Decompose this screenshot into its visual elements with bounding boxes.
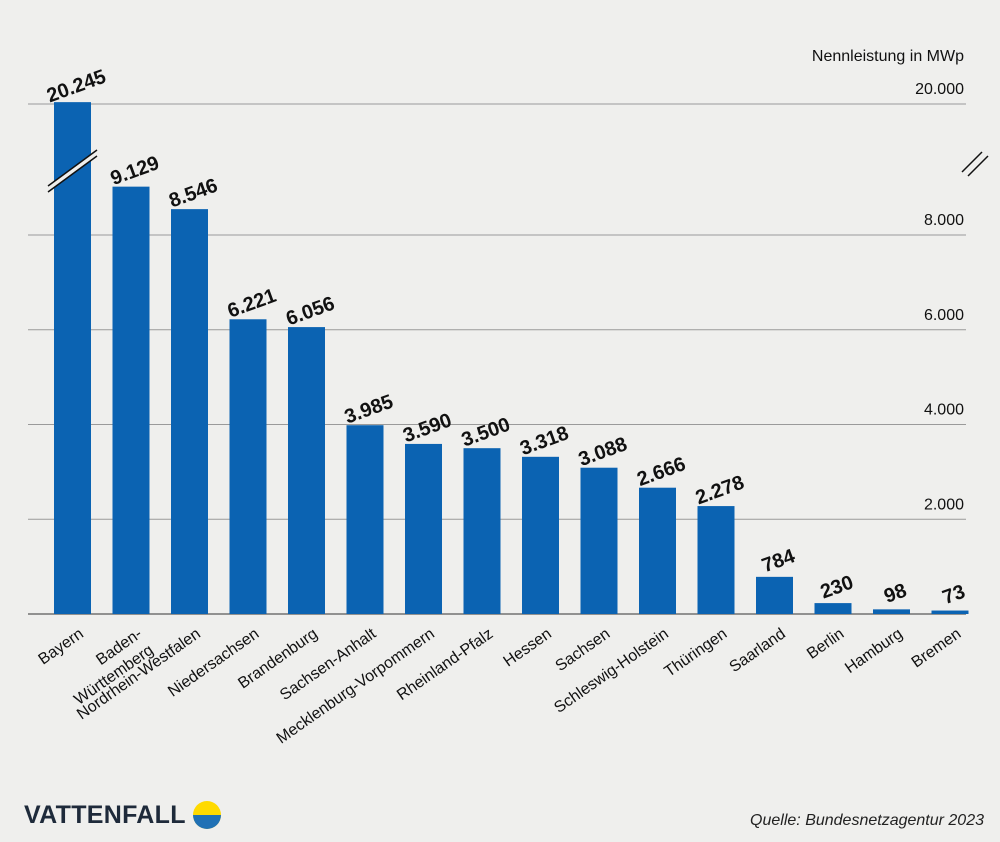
data-label: 9.129 [108,152,163,190]
data-label: 6.221 [225,285,280,323]
bar [229,319,267,614]
y-tick-label: 20.000 [915,81,964,98]
bar [463,448,501,614]
x-tick-label: Hessen [501,625,555,670]
y-tick-label: 8.000 [924,212,964,229]
data-label: 3.985 [342,391,397,429]
bar [112,186,150,615]
vattenfall-logo-icon [192,801,221,829]
bar [873,609,910,614]
x-tick-label: Hamburg [842,625,906,677]
data-label: 73 [940,581,968,609]
bar [580,467,618,614]
data-label: 98 [881,580,909,608]
bar [288,327,325,614]
y-axis-label: Nennleistung in MWp [811,48,964,65]
data-label: 784 [759,545,799,577]
data-label: 3.500 [459,414,514,452]
axis-break-mark [47,155,98,193]
x-tick-label: Bremen [909,625,965,671]
bar [171,209,208,615]
data-label: 20.245 [44,66,109,108]
bar [814,603,852,614]
data-label: 2.278 [693,472,748,510]
y-tick-label: 6.000 [924,307,964,324]
bar [756,576,793,614]
y-tick-label: 2.000 [924,496,964,513]
data-label: 8.546 [166,175,221,213]
bar [522,456,559,614]
brand: VATTENFALL [24,800,222,830]
x-tick-label: Sachsen-Anhalt [277,625,380,704]
bar [346,425,384,614]
brand-name: VATTENFALL [24,800,186,829]
x-tick-label: Bayern [36,625,87,668]
bar [405,443,442,614]
data-label: 3.088 [576,433,631,471]
axis-break-gap [48,150,97,192]
axis-break-mark [961,151,983,173]
data-label: 2.666 [634,453,689,491]
x-tick-label: Saarland [727,625,789,676]
bar [639,487,676,614]
x-tick-label: Rheinland-Pfalz [394,625,496,704]
data-label: 3.318 [517,422,572,460]
axis-break-mark [967,155,989,177]
source-note: Quelle: Bundesnetzagentur 2023 [750,812,984,829]
data-label: 3.590 [400,409,455,447]
x-tick-label: Berlin [804,625,847,662]
data-label: 6.056 [283,293,338,331]
bar [931,610,969,614]
bar [697,506,735,614]
bar [54,102,91,614]
x-tick-label: Thüringen [662,625,731,680]
axis-break-mark [47,149,98,187]
data-label: 230 [818,571,857,603]
y-tick-label: 4.000 [924,402,964,419]
